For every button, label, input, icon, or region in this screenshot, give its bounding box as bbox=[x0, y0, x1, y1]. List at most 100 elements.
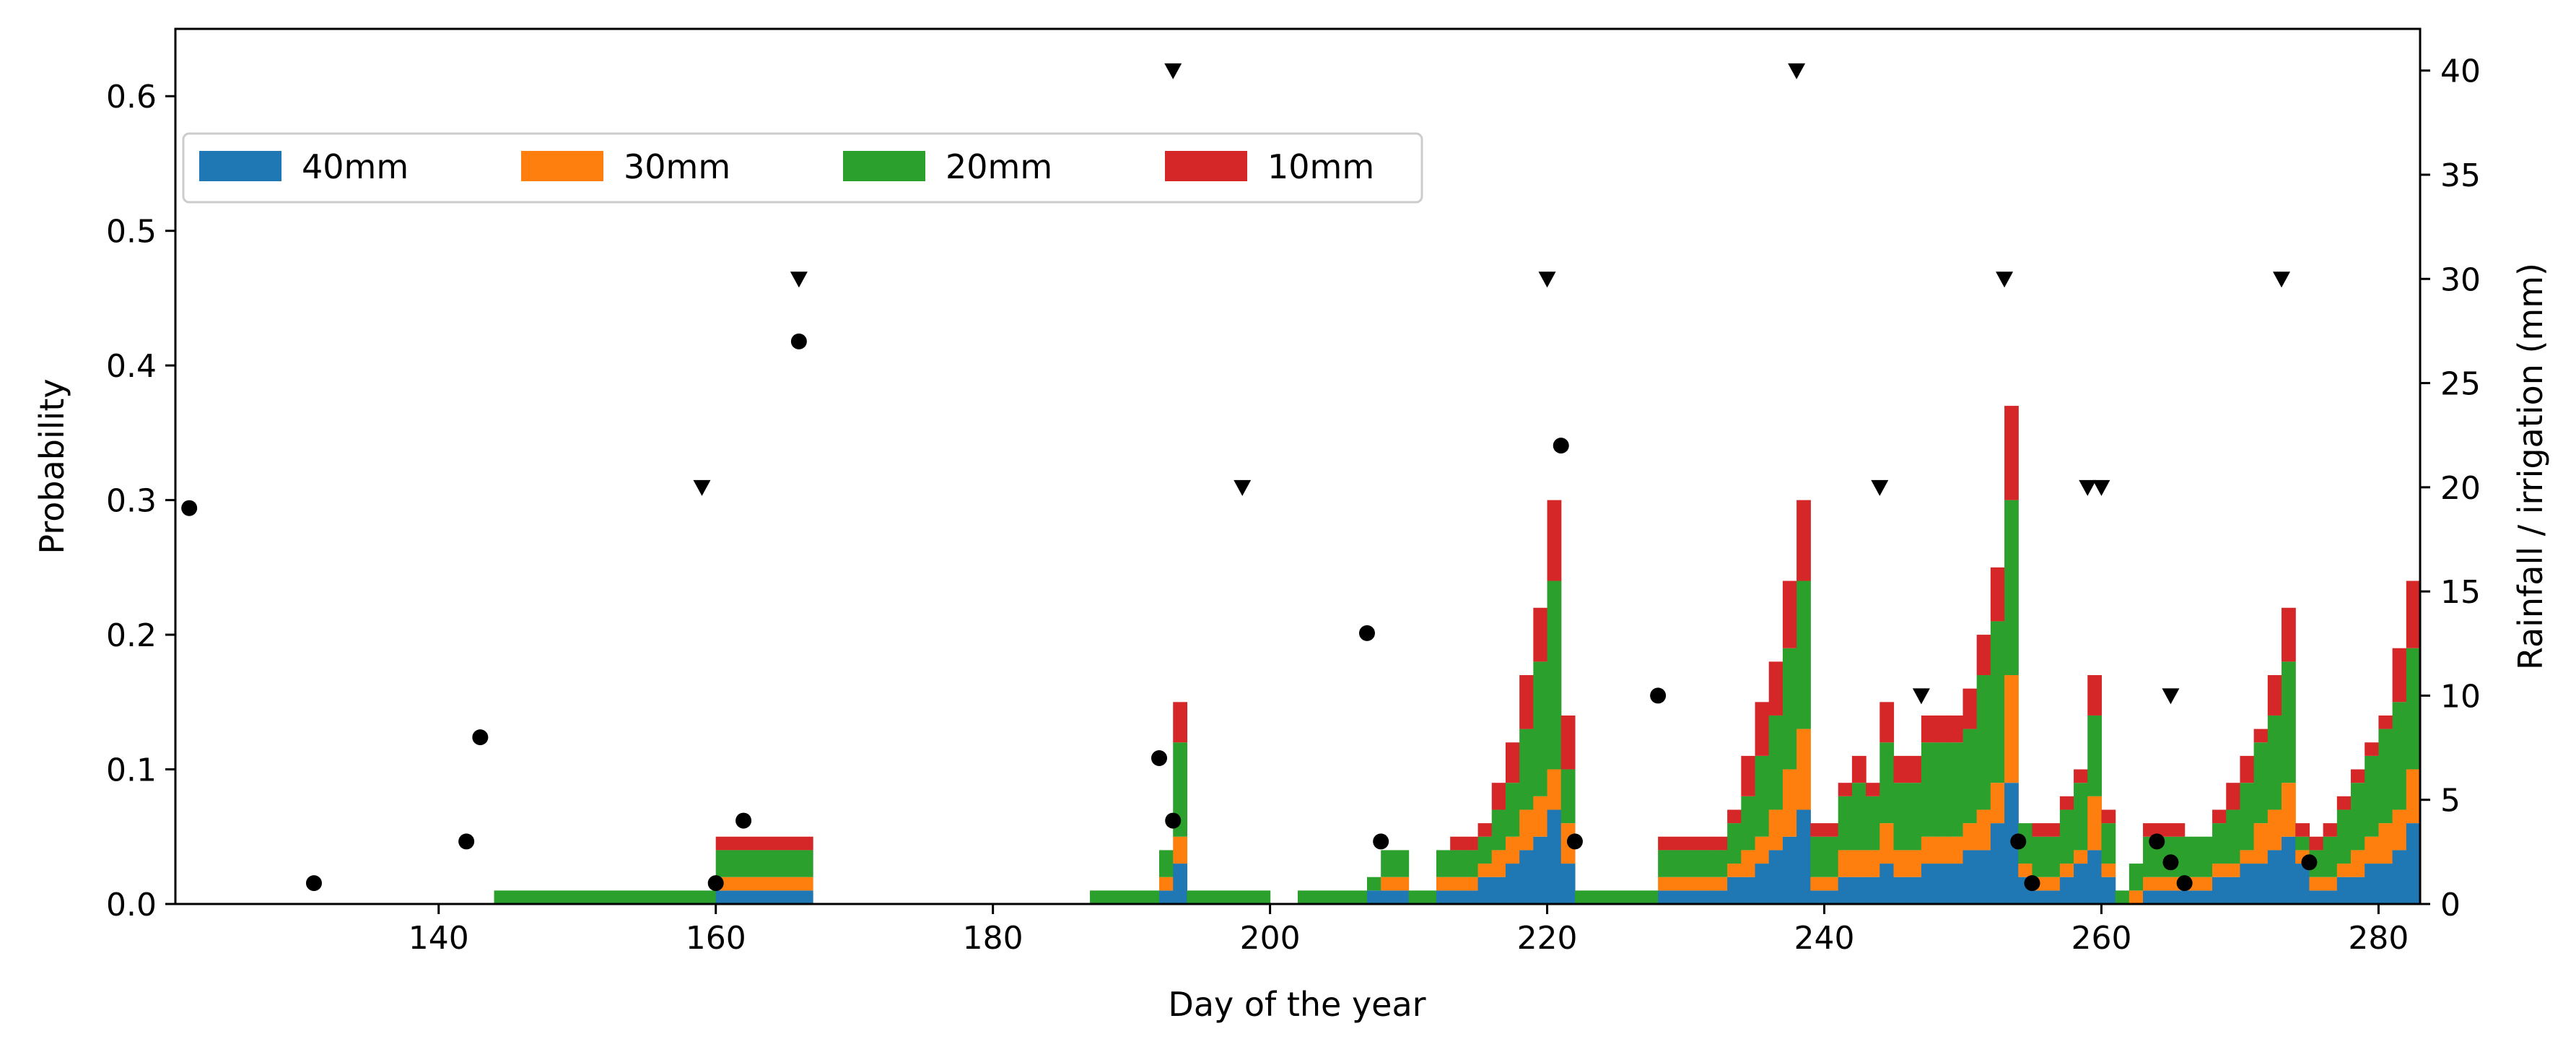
band-10mm-day-258 bbox=[2074, 769, 2088, 783]
legend-label-30mm: 30mm bbox=[624, 147, 730, 186]
y-tick-label: 0.3 bbox=[106, 483, 157, 520]
band-30mm-day-160 bbox=[715, 877, 813, 891]
band-30mm-day-271 bbox=[2253, 823, 2269, 864]
x-tick-label: 200 bbox=[1240, 920, 1301, 957]
band-30mm-day-262 bbox=[2129, 890, 2144, 904]
y2-tick-label: 25 bbox=[2440, 366, 2481, 403]
band-10mm-day-216 bbox=[1491, 783, 1506, 810]
band-20mm-day-257 bbox=[2059, 809, 2074, 864]
band-20mm-day-251 bbox=[1976, 675, 1991, 810]
band-20mm-day-215 bbox=[1477, 836, 1493, 864]
x-tick-label: 220 bbox=[1517, 920, 1578, 957]
band-30mm-day-251 bbox=[1976, 809, 1991, 851]
band-30mm-day-246 bbox=[1907, 850, 1922, 877]
irrigation-markers bbox=[693, 63, 2291, 705]
band-10mm-day-228 bbox=[1658, 836, 1714, 851]
y2-tick-label: 0 bbox=[2440, 887, 2461, 923]
rainfall-point bbox=[181, 500, 198, 516]
rainfall-point bbox=[1151, 750, 1168, 766]
irrigation-point bbox=[2092, 479, 2110, 496]
band-40mm-day-263 bbox=[2143, 890, 2186, 904]
y-tick-label: 0.2 bbox=[106, 617, 157, 654]
band-40mm-day-282 bbox=[2406, 823, 2421, 904]
legend-label-10mm: 10mm bbox=[1267, 147, 1374, 186]
band-20mm-day-277 bbox=[2336, 809, 2352, 864]
band-30mm-day-276 bbox=[2323, 877, 2338, 891]
rainfall-point bbox=[2301, 854, 2318, 871]
band-30mm-day-269 bbox=[2226, 864, 2241, 877]
irrigation-point bbox=[1538, 271, 1556, 288]
band-30mm-day-280 bbox=[2378, 823, 2393, 864]
band-40mm-day-260 bbox=[2101, 877, 2116, 904]
band-30mm-day-273 bbox=[2282, 783, 2296, 837]
band-40mm-day-249 bbox=[1949, 864, 1964, 904]
band-30mm-day-220 bbox=[1547, 769, 1562, 810]
band-20mm-day-271 bbox=[2253, 742, 2269, 824]
band-20mm-day-244 bbox=[1879, 742, 1895, 824]
band-30mm-day-281 bbox=[2392, 809, 2407, 851]
band-20mm-day-234 bbox=[1741, 796, 1756, 851]
band-10mm-day-221 bbox=[1560, 715, 1576, 770]
rainfall-point bbox=[1553, 438, 1569, 454]
band-40mm-day-266 bbox=[2184, 890, 2213, 904]
band-20mm-day-262 bbox=[2129, 864, 2144, 891]
band-30mm-day-237 bbox=[1782, 769, 1797, 837]
band-40mm-day-274 bbox=[2295, 864, 2310, 904]
band-10mm-day-246 bbox=[1907, 755, 1922, 783]
band-20mm-day-250 bbox=[1962, 729, 1978, 824]
y-tick-label: 0.0 bbox=[106, 887, 157, 923]
x-tick-label: 160 bbox=[686, 920, 746, 957]
band-10mm-day-271 bbox=[2253, 729, 2269, 743]
rainfall-point bbox=[472, 729, 489, 746]
band-40mm-day-272 bbox=[2267, 850, 2282, 904]
band-30mm-day-245 bbox=[1893, 850, 1908, 877]
band-20mm-day-245 bbox=[1893, 783, 1908, 851]
band-30mm-day-241 bbox=[1838, 850, 1853, 877]
band-20mm-day-246 bbox=[1907, 783, 1922, 851]
y-tick-label: 0.5 bbox=[106, 214, 157, 251]
band-10mm-day-234 bbox=[1741, 755, 1756, 796]
band-10mm-day-247 bbox=[1921, 715, 1936, 743]
band-30mm-day-215 bbox=[1477, 864, 1493, 877]
band-10mm-day-215 bbox=[1477, 823, 1493, 837]
band-20mm-day-236 bbox=[1768, 715, 1783, 810]
x-tick-label: 140 bbox=[409, 920, 469, 957]
band-10mm-day-193 bbox=[1173, 702, 1188, 743]
band-40mm-day-244 bbox=[1879, 864, 1895, 904]
band-30mm-day-270 bbox=[2240, 850, 2255, 864]
band-20mm-day-258 bbox=[2074, 783, 2088, 851]
band-10mm-day-214 bbox=[1464, 836, 1479, 851]
band-20mm-day-194 bbox=[1187, 890, 1271, 904]
irrigation-point bbox=[2162, 688, 2180, 705]
band-20mm-day-282 bbox=[2406, 648, 2421, 770]
y2-tick-label: 30 bbox=[2440, 261, 2481, 298]
y2-tick-label: 15 bbox=[2440, 574, 2481, 611]
band-20mm-day-221 bbox=[1560, 769, 1576, 824]
band-40mm-day-241 bbox=[1838, 877, 1853, 904]
irrigation-point bbox=[1996, 271, 2014, 288]
band-40mm-day-238 bbox=[1796, 809, 1811, 904]
band-10mm-day-238 bbox=[1796, 500, 1811, 581]
band-40mm-day-248 bbox=[1935, 864, 1950, 904]
band-10mm-day-260 bbox=[2101, 809, 2116, 824]
y2-axis-ticks: 0 5 10 15 20 25 30 35 40 bbox=[2420, 53, 2481, 923]
band-20mm-day-255 bbox=[2032, 836, 2047, 877]
band-40mm-day-245 bbox=[1893, 877, 1908, 904]
band-30mm-day-243 bbox=[1866, 850, 1880, 877]
legend-label-20mm: 20mm bbox=[946, 147, 1052, 186]
band-20mm-day-232 bbox=[1713, 850, 1728, 877]
band-10mm-day-281 bbox=[2392, 648, 2407, 703]
band-10mm-day-269 bbox=[2226, 783, 2241, 810]
rainfall-point bbox=[790, 333, 807, 349]
band-10mm-day-213 bbox=[1450, 836, 1464, 851]
band-20mm-day-249 bbox=[1949, 742, 1964, 837]
x-tick-label: 280 bbox=[2348, 920, 2409, 957]
rainfall-point bbox=[1566, 833, 1583, 850]
band-30mm-day-233 bbox=[1727, 864, 1742, 877]
band-40mm-day-218 bbox=[1519, 850, 1534, 904]
band-40mm-day-273 bbox=[2282, 836, 2296, 904]
band-20mm-day-242 bbox=[1851, 783, 1866, 851]
band-40mm-day-208 bbox=[1381, 890, 1410, 904]
band-30mm-day-242 bbox=[1851, 850, 1866, 877]
